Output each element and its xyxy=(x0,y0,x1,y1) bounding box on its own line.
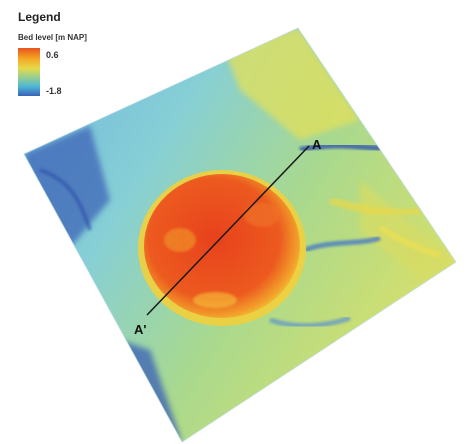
legend-title: Legend xyxy=(18,10,61,24)
scour-streak-4 xyxy=(39,168,92,231)
mound-highlight-1 xyxy=(164,228,196,252)
mound-highlight-2 xyxy=(244,203,280,227)
profile-start-label: A xyxy=(312,137,322,152)
sand-streak-2 xyxy=(378,225,441,258)
scour-streak-2 xyxy=(304,235,381,253)
profile-line: A A' xyxy=(134,137,322,337)
mound-highlight-3 xyxy=(193,292,237,308)
sand-streak-1 xyxy=(328,196,421,217)
legend-colorbar-fill xyxy=(18,48,40,96)
profile-end-label: A' xyxy=(134,322,146,337)
legend-subtitle: Bed level [m NAP] xyxy=(18,33,87,42)
legend-colorbar xyxy=(18,48,40,96)
legend: Legend Bed level [m NAP] 0.6 -1.8 xyxy=(14,4,134,108)
domain-outline xyxy=(23,27,457,443)
shallow-zone xyxy=(220,28,360,140)
profile-line-segment xyxy=(146,145,310,316)
scour-streak-3 xyxy=(269,315,351,329)
legend-min-label: -1.8 xyxy=(46,86,62,96)
legend-max-label: 0.6 xyxy=(46,50,59,60)
